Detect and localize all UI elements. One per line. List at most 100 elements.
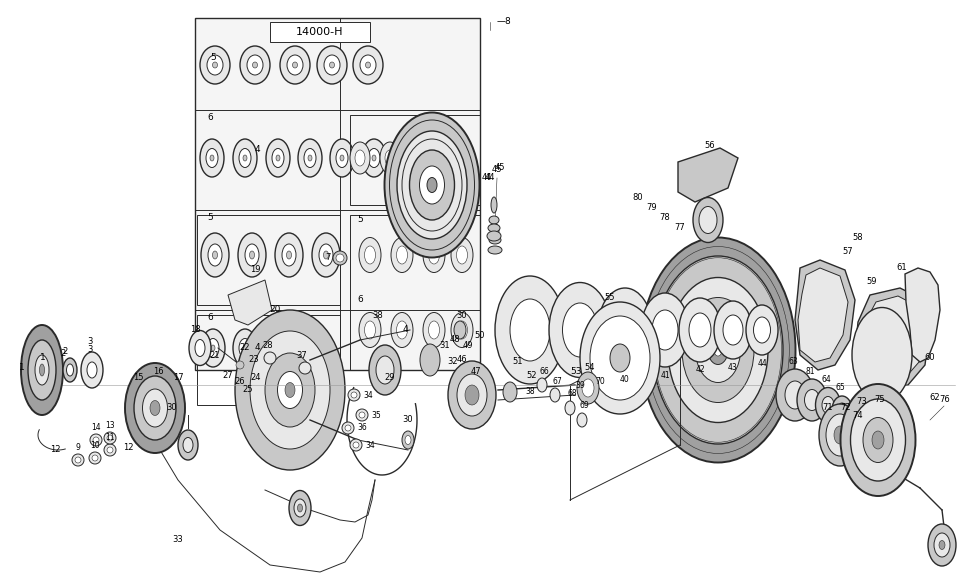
Ellipse shape [797,379,827,421]
Ellipse shape [457,374,487,416]
Text: 79: 79 [646,203,657,213]
Ellipse shape [308,155,312,161]
Text: 14000-H: 14000-H [296,27,344,37]
Ellipse shape [852,308,912,403]
Ellipse shape [641,237,796,462]
Bar [350,115,480,205]
Ellipse shape [289,490,311,526]
Ellipse shape [275,345,279,351]
Ellipse shape [397,321,408,339]
Ellipse shape [928,524,956,566]
Ellipse shape [423,312,445,347]
Text: 61: 61 [897,264,908,272]
Ellipse shape [369,345,401,395]
Ellipse shape [275,233,303,277]
Ellipse shape [240,46,270,84]
Text: 48: 48 [449,336,460,345]
Ellipse shape [285,383,295,397]
Ellipse shape [834,426,846,444]
Ellipse shape [247,55,263,75]
Ellipse shape [415,150,425,166]
Ellipse shape [451,237,473,272]
Text: 6: 6 [207,114,213,122]
Polygon shape [798,268,848,362]
Ellipse shape [487,231,501,241]
Ellipse shape [178,430,198,460]
Text: 2: 2 [62,347,67,356]
Text: 58: 58 [853,233,863,243]
Ellipse shape [183,438,193,452]
Polygon shape [678,148,738,202]
Text: 3: 3 [88,346,93,355]
Text: 32: 32 [448,357,458,366]
Text: 62: 62 [930,394,940,403]
Text: 55: 55 [604,294,615,302]
Ellipse shape [317,46,347,84]
Text: 12: 12 [50,445,60,455]
Text: 11: 11 [105,434,115,442]
Ellipse shape [330,62,334,68]
Ellipse shape [239,339,251,357]
Text: 39: 39 [575,381,585,390]
Ellipse shape [72,454,84,466]
Ellipse shape [40,364,45,376]
Text: 2: 2 [60,349,65,357]
Text: 33: 33 [173,536,183,544]
Ellipse shape [682,298,754,403]
Text: 5: 5 [211,53,215,63]
Ellipse shape [451,312,473,347]
Ellipse shape [324,55,340,75]
Text: 12: 12 [123,444,134,452]
Text: 20: 20 [269,305,281,315]
Text: 6: 6 [207,314,213,322]
Ellipse shape [456,321,467,339]
Bar [350,215,480,370]
Text: 30: 30 [167,404,177,413]
Ellipse shape [90,434,102,446]
Ellipse shape [610,344,630,372]
Polygon shape [905,268,940,362]
Ellipse shape [297,329,321,367]
Ellipse shape [299,362,311,374]
Ellipse shape [245,244,259,266]
Ellipse shape [195,339,205,356]
Text: 23: 23 [249,356,259,364]
Ellipse shape [324,251,329,259]
Text: 4: 4 [402,325,408,335]
Text: 17: 17 [173,373,183,383]
Ellipse shape [489,216,499,224]
Text: 71: 71 [823,404,834,413]
Ellipse shape [287,251,292,259]
Ellipse shape [81,352,103,388]
Ellipse shape [207,55,223,75]
Ellipse shape [150,400,160,415]
Ellipse shape [939,540,945,550]
Text: 4: 4 [254,145,259,155]
Ellipse shape [353,442,359,448]
Ellipse shape [200,46,230,84]
Text: 57: 57 [842,247,853,257]
Ellipse shape [264,352,276,364]
Text: 59: 59 [867,278,878,287]
Text: 4: 4 [254,343,259,353]
Ellipse shape [292,62,297,68]
Ellipse shape [465,385,479,405]
Ellipse shape [689,313,711,347]
Ellipse shape [265,353,315,427]
Ellipse shape [503,382,517,402]
Ellipse shape [582,379,594,397]
Ellipse shape [21,325,63,415]
Bar [197,215,340,305]
Ellipse shape [550,388,560,402]
Ellipse shape [359,237,381,272]
Text: 27: 27 [222,370,233,380]
Text: 46: 46 [456,356,467,364]
Text: 56: 56 [705,141,716,149]
Text: 73: 73 [857,397,868,407]
Ellipse shape [142,389,168,427]
Ellipse shape [668,278,768,423]
Ellipse shape [362,139,386,177]
Ellipse shape [294,499,306,517]
Ellipse shape [345,425,351,431]
Ellipse shape [723,315,743,345]
